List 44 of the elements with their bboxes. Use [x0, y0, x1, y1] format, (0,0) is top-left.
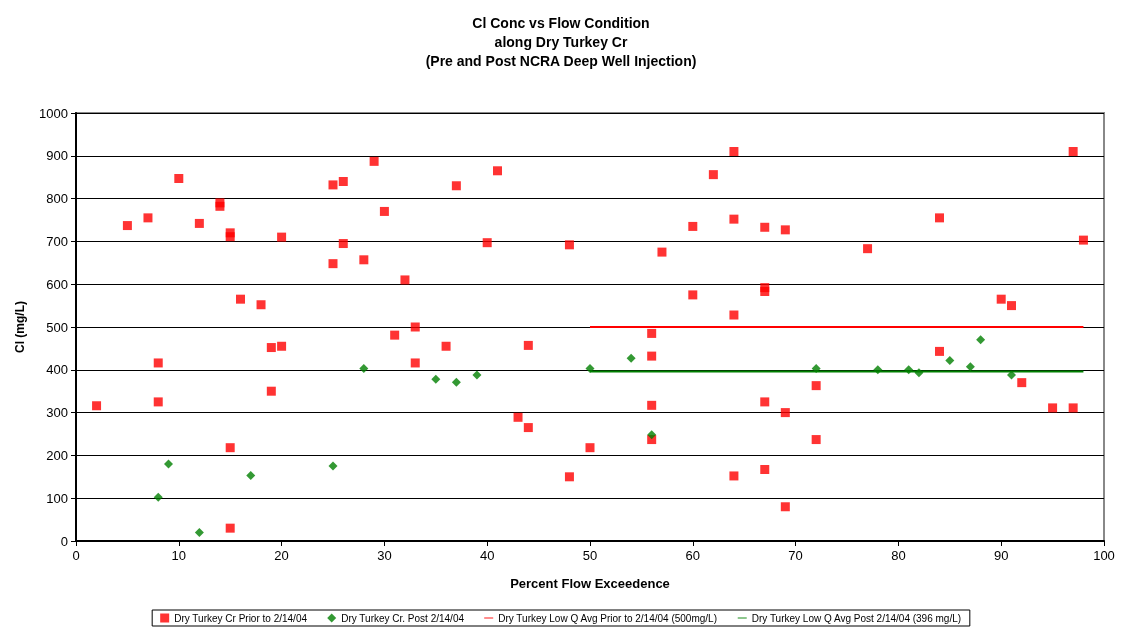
point	[328, 461, 338, 471]
legend-label: Dry Turkey Cr. Post 2/14/04	[341, 612, 465, 624]
point	[585, 364, 595, 374]
y-tick-label: 800	[46, 191, 68, 207]
y-tick-label: 1000	[39, 105, 68, 121]
x-tick-label: 0	[72, 548, 80, 563]
legend-label: Dry Turkey Cr Prior to 2/14/04	[174, 612, 308, 624]
point	[246, 471, 256, 481]
x-axis-title: Percent Flow Exceedence	[510, 576, 670, 591]
x-tick-label: 60	[685, 548, 701, 563]
point	[164, 459, 174, 469]
legend-label: Dry Turkey Low Q Avg Prior to 2/14/04 (500mg/L)	[498, 612, 717, 624]
point	[451, 377, 461, 387]
point	[153, 492, 163, 502]
point	[965, 362, 975, 372]
y-tick-label: 300	[46, 405, 68, 421]
y-tick-label: 500	[46, 319, 68, 335]
x-tick-label: 90	[993, 548, 1009, 563]
x-tick-label: 20	[274, 548, 289, 563]
y-tick-label: 400	[46, 362, 68, 378]
y-tick-label: 200	[46, 447, 68, 463]
x-tick-label: 10	[171, 548, 187, 563]
point	[359, 364, 369, 374]
point	[811, 364, 821, 374]
y-tick-label: 100	[46, 490, 68, 506]
x-tick-label: 100	[1093, 548, 1115, 563]
x-tick-label: 50	[582, 548, 598, 563]
point	[626, 353, 636, 363]
y-tick-label: 600	[46, 276, 68, 292]
point	[194, 527, 204, 537]
y-tick-label: 0	[60, 533, 68, 549]
y-tick-label: 700	[46, 233, 68, 249]
x-tick-label: 70	[788, 548, 803, 563]
point	[976, 335, 986, 345]
x-tick-label: 80	[891, 548, 906, 563]
legend-label: Dry Turkey Low Q Avg Post 2/14/04 (396 mg/L)	[751, 612, 962, 624]
point	[431, 374, 441, 384]
point	[945, 355, 955, 365]
y-tick-label: 900	[46, 148, 68, 164]
chart-title: Cl Conc vs Flow Condition along Dry Turkey Cr (Pre and Post NCRA Deep Well Injection)	[425, 14, 697, 69]
x-tick-label: 40	[479, 548, 495, 563]
y-axis-title: Cl (mg/L)	[13, 301, 27, 353]
x-tick-label: 30	[377, 548, 392, 563]
point	[472, 370, 482, 380]
